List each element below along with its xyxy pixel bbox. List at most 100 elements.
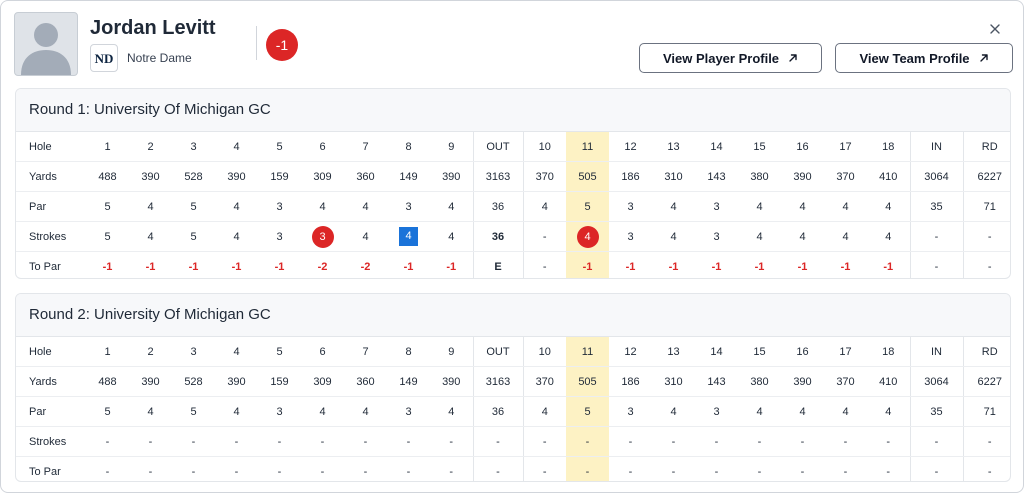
cell-strokes: - [824,426,867,457]
row-hole: Hole 1 2 3 4 5 6 7 8 9 OUT 10 11 12 13 14 15 16 17 18 IN RD [16,337,1010,367]
column-header: 9 [430,132,473,162]
cell-to-par: -1 [566,251,609,278]
cell-yards: 3064 [909,161,963,192]
round-2-card: Round 2: University Of Michigan GC Hole 1… [15,293,1011,482]
view-player-profile-button[interactable]: View Player Profile [639,43,822,73]
row-strokes: Strokes - - - - - - - - - - - - - - - - - - - - - [16,426,1010,457]
cell-yards: 360 [344,161,387,192]
header-divider [256,26,257,60]
cell-strokes: - [909,426,963,457]
column-header: 6 [301,132,344,162]
column-header: 15 [738,337,781,367]
round-1-card: Round 1: University Of Michigan GC Hole 1… [15,88,1011,279]
cell-to-par: - [962,251,1010,278]
column-header: 18 [867,132,910,162]
cell-yards: 370 [522,366,566,397]
cell-to-par: -2 [317,260,328,273]
cell-yards: 310 [652,366,695,397]
row-to-par: To Par - - - - - - - - - - - - - - - - - - - - - [16,456,1010,481]
row-hole: Hole 1 2 3 4 5 6 7 8 9 OUT 10 11 12 13 14 15 16 17 18 IN RD [16,132,1010,162]
cell-par: 4 [129,396,172,427]
column-header: 16 [781,337,824,367]
cell-par: 4 [781,396,824,427]
cell-strokes: 4 [430,221,473,252]
view-team-profile-button[interactable]: View Team Profile [835,43,1013,73]
cell-par: 35 [909,396,963,427]
cell-strokes: - [738,426,781,457]
column-header: 1 [86,132,129,162]
cell-to-par: - [148,465,153,478]
row-strokes: Strokes 5 4 5 4 3 3 4 4 4 36-4 3 4 3 4 4 4 4- - [16,221,1010,252]
cell-to-par: -1 [668,260,679,273]
cell-par: 4 [738,191,781,222]
column-header: 8 [387,132,430,162]
cell-yards: 390 [781,161,824,192]
external-link-icon [979,54,988,62]
cell-to-par: -1 [754,260,765,273]
cell-to-par: - [320,465,325,478]
cell-to-par: - [843,465,848,478]
cell-to-par: E [472,251,523,278]
cell-strokes: - [781,426,824,457]
cell-par: 4 [824,191,867,222]
cell-to-par: -1 [102,260,113,273]
team-name: Notre Dame [127,51,192,65]
cell-to-par: - [909,251,963,278]
cell-to-par: -1 [231,260,242,273]
cell-yards: 390 [781,366,824,397]
cell-yards: 528 [172,366,215,397]
column-header: 11 [566,337,609,367]
birdie-marker: 4 [576,225,599,248]
cell-par: 3 [387,396,430,427]
scorecard-table: Hole 1 2 3 4 5 6 7 8 9 OUT 10 11 12 13 14 15 16 17 18 IN RD Ya… [16,132,1010,278]
score-to-par-badge: -1 [266,29,298,61]
row-label: To Par [29,465,61,478]
cell-to-par: -1 [883,260,894,273]
cell-strokes: - [652,426,695,457]
cell-to-par: - [800,465,805,478]
cell-yards: 143 [695,366,738,397]
cell-yards: 410 [867,366,910,397]
cell-par: 71 [962,191,1010,222]
cell-to-par: - [472,456,523,481]
cell-par: 3 [695,396,738,427]
cell-par: 3 [695,191,738,222]
cell-yards: 310 [652,161,695,192]
row-par: Par 5 4 5 4 3 4 4 3 4 36 4 5 3 4 3 4 4 4 4 35 71 [16,191,1010,222]
cell-par: 4 [215,191,258,222]
column-header: 7 [344,132,387,162]
cell-par: 4 [430,396,473,427]
cell-to-par: -2 [360,260,371,273]
player-header: Jordan Levitt ND Notre Dame -1 View Play… [1,1,1023,87]
cell-strokes: - [522,426,566,457]
cell-strokes: 4 [781,221,824,252]
column-header: 16 [781,132,824,162]
birdie-marker: 3 [311,225,334,248]
row-label: Hole [16,337,86,367]
column-header: 4 [215,337,258,367]
row-label: Yards [16,366,86,397]
row-label: Par [16,396,86,427]
cell-yards: 309 [301,161,344,192]
close-button[interactable] [985,19,1005,39]
column-header: 6 [301,337,344,367]
cell-to-par: - [406,465,411,478]
cell-yards: 6227 [962,161,1010,192]
row-label: Strokes [16,221,86,252]
cell-strokes: - [129,426,172,457]
row-yards: Yards 488 390 528 390 159 309 360 149 390 3163 370 5… [16,161,1010,192]
cell-par: 4 [344,396,387,427]
cell-strokes: - [258,426,301,457]
cell-to-par: -1 [274,260,285,273]
cell-yards: 390 [215,366,258,397]
cell-par: 5 [172,191,215,222]
cell-to-par: - [277,465,282,478]
cell-strokes: 36 [472,221,523,252]
column-header: 5 [258,337,301,367]
cell-to-par: - [105,465,110,478]
cell-par: 5 [86,396,129,427]
cell-to-par: -1 [446,260,457,273]
cell-yards: 186 [609,366,652,397]
cell-par: 36 [472,191,523,222]
